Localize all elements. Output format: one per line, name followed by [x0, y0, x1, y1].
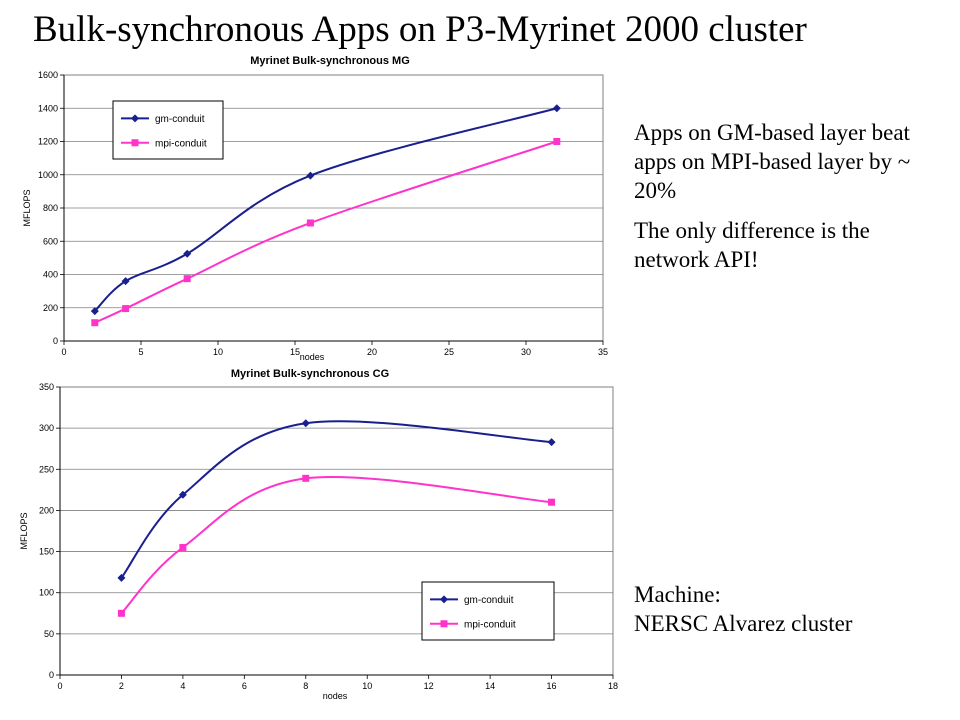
y-tick-label: 400	[43, 270, 58, 280]
data-point-mpi-conduit	[548, 498, 556, 506]
data-point-gm-conduit	[183, 249, 192, 258]
x-tick-label: 0	[61, 347, 66, 357]
y-axis-label: MFLOPS	[19, 512, 29, 549]
data-point-mpi-conduit	[306, 219, 314, 227]
legend-marker-gm-conduit	[440, 595, 448, 604]
y-tick-label: 1000	[38, 170, 58, 180]
data-point-gm-conduit	[306, 171, 315, 180]
y-tick-label: 600	[43, 236, 58, 246]
mg-chart-svg: Myrinet Bulk-synchronous MG0200400600800…	[22, 55, 608, 362]
note-beat-20-percent: Apps on GM-based layer beat apps on MPI-…	[634, 120, 911, 204]
legend-box	[112, 100, 224, 160]
x-axis-label: nodes	[300, 352, 325, 362]
data-point-mpi-conduit	[117, 609, 125, 617]
y-tick-label: 200	[39, 505, 54, 515]
x-tick-label: 4	[180, 681, 185, 691]
x-tick-label: 0	[57, 681, 62, 691]
x-tick-label: 10	[362, 681, 372, 691]
data-point-gm-conduit	[301, 419, 310, 428]
legend-label-gm-conduit: gm-conduit	[155, 114, 205, 125]
data-point-mpi-conduit	[302, 474, 310, 482]
legend-box	[421, 581, 555, 641]
chart-title: Myrinet Bulk-synchronous CG	[231, 368, 389, 380]
x-tick-label: 2	[119, 681, 124, 691]
y-tick-label: 0	[53, 336, 58, 346]
x-tick-label: 18	[608, 681, 618, 691]
slide-title: Bulk-synchronous Apps on P3-Myrinet 2000…	[33, 9, 807, 50]
x-tick-label: 10	[213, 347, 223, 357]
data-point-mpi-conduit	[122, 305, 130, 313]
legend-label-mpi-conduit: mpi-conduit	[155, 138, 207, 149]
legend-label-gm-conduit: gm-conduit	[464, 595, 514, 606]
data-point-mpi-conduit	[183, 275, 191, 283]
y-tick-label: 0	[49, 670, 54, 680]
y-tick-label: 250	[39, 464, 54, 474]
data-point-mpi-conduit	[553, 138, 561, 145]
x-tick-label: 12	[424, 681, 434, 691]
x-tick-label: 14	[485, 681, 495, 691]
x-tick-label: 35	[598, 347, 608, 357]
x-tick-label: 16	[547, 681, 557, 691]
x-tick-label: 25	[444, 347, 454, 357]
x-axis-label: nodes	[323, 691, 348, 701]
x-tick-label: 30	[521, 347, 531, 357]
y-tick-label: 150	[39, 547, 54, 557]
y-tick-label: 800	[43, 203, 58, 213]
y-tick-label: 1400	[38, 103, 58, 113]
series-line-mpi-conduit	[120, 475, 552, 614]
series-line-gm-conduit	[120, 420, 552, 579]
machine-label: Machine:	[634, 582, 721, 607]
legend-marker-mpi-conduit	[440, 620, 448, 628]
data-point-gm-conduit	[547, 438, 556, 447]
mg-chart: Myrinet Bulk-synchronous MG 0 200 400 600 800…	[0, 52, 620, 370]
note-network-api: The only difference is the network API!	[634, 217, 870, 272]
data-point-mpi-conduit	[179, 543, 187, 551]
legend-marker-mpi-conduit	[131, 139, 139, 147]
data-point-mpi-conduit	[91, 319, 99, 327]
data-point-gm-conduit	[117, 573, 126, 582]
x-tick-label: 6	[242, 681, 247, 691]
x-tick-label: 20	[367, 347, 377, 357]
legend-label-mpi-conduit: mpi-conduit	[464, 619, 516, 630]
data-point-gm-conduit	[552, 104, 561, 113]
y-tick-label: 50	[44, 629, 54, 639]
y-tick-label: 1600	[38, 70, 58, 80]
machine-block: Machine: NERSC Alvarez cluster	[634, 580, 954, 638]
legend-marker-gm-conduit	[131, 114, 139, 123]
data-point-gm-conduit	[90, 307, 99, 316]
y-tick-label: 1200	[38, 137, 58, 147]
notes-block: Apps on GM-based layer beat apps on MPI-…	[634, 118, 934, 284]
y-tick-label: 200	[43, 303, 58, 313]
y-tick-label: 300	[39, 423, 54, 433]
x-tick-label: 8	[303, 681, 308, 691]
y-tick-label: 100	[39, 588, 54, 598]
y-axis-label: MFLOPS	[22, 189, 32, 226]
x-tick-label: 5	[138, 347, 143, 357]
y-tick-label: 350	[39, 382, 54, 392]
cg-chart: Myrinet Bulk-synchronous CG 0 50 100 150 200 2…	[0, 366, 625, 706]
data-point-gm-conduit	[178, 490, 187, 499]
machine-value: NERSC Alvarez cluster	[634, 611, 853, 637]
x-tick-label: 15	[290, 347, 300, 357]
chart-title: Myrinet Bulk-synchronous MG	[250, 55, 410, 67]
data-point-gm-conduit	[121, 277, 130, 286]
cg-chart-svg: Myrinet Bulk-synchronous CG0501001502002…	[19, 368, 618, 701]
